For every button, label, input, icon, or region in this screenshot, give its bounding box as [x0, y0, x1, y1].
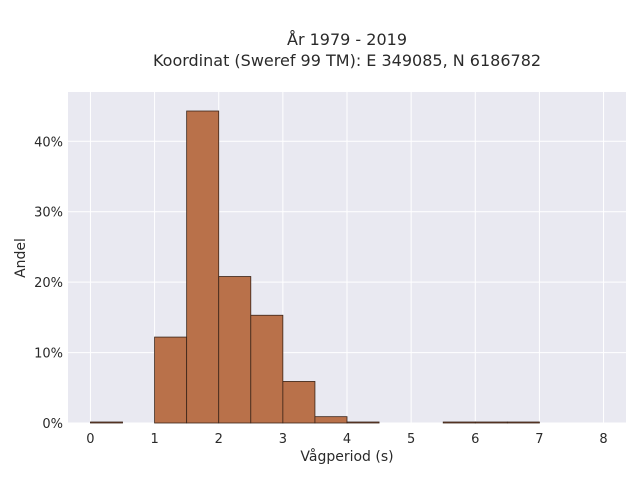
x-tick-label-5: 5 [407, 432, 415, 447]
y-axis-title: Andel [13, 238, 29, 278]
y-tick-label-3: 30% [34, 206, 63, 221]
x-axis-title: Vågperiod (s) [300, 448, 393, 465]
x-tick-label-7: 7 [535, 432, 543, 447]
y-axis-ticks: 0% 10% 20% 30% 40% [34, 135, 63, 432]
histogram-bar-5 [282, 381, 316, 424]
histogram-bar-3 [218, 276, 252, 424]
histogram-bar-4 [250, 314, 284, 424]
histogram-bar-8 [442, 421, 476, 424]
histogram-bar-6 [314, 416, 348, 424]
histogram-bar-1 [154, 336, 188, 424]
histogram-bars [90, 110, 540, 424]
chart-title-line-2: Koordinat (Sweref 99 TM): E 349085, N 61… [153, 51, 541, 70]
x-tick-label-1: 1 [150, 432, 158, 447]
y-tick-label-1: 10% [34, 347, 63, 362]
histogram-bar-9 [474, 421, 508, 424]
histogram-bar-0 [90, 421, 123, 424]
chart-title-line-1: År 1979 - 2019 [287, 30, 407, 49]
x-tick-label-2: 2 [215, 432, 223, 447]
x-tick-label-8: 8 [599, 432, 607, 447]
histogram-bar-10 [506, 421, 540, 424]
x-tick-label-0: 0 [86, 432, 94, 447]
histogram-bar-2 [186, 110, 220, 424]
y-tick-label-2: 20% [34, 276, 63, 291]
histogram-bar-7 [346, 421, 380, 424]
x-axis-ticks: 0 1 2 3 4 5 6 7 8 [86, 432, 607, 447]
y-tick-label-0: 0% [42, 417, 63, 432]
x-tick-label-3: 3 [279, 432, 287, 447]
y-tick-label-4: 40% [34, 135, 63, 150]
x-tick-label-4: 4 [343, 432, 351, 447]
x-tick-label-6: 6 [471, 432, 479, 447]
